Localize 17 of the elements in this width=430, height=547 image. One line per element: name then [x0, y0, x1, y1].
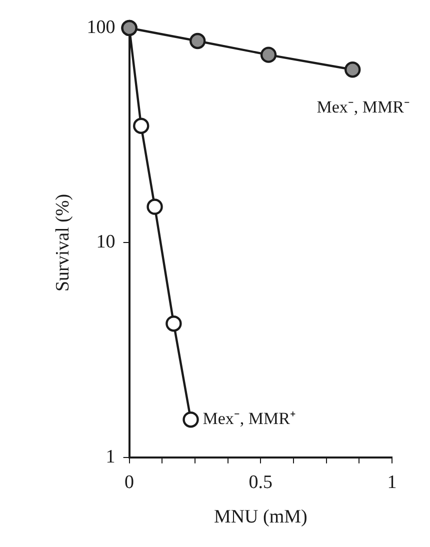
point	[260, 46, 277, 63]
y-tick-label: 100	[86, 16, 116, 38]
series-label: Mex⁻, MMR⁻	[316, 98, 410, 117]
point	[344, 62, 361, 78]
x-tick-label: 0	[124, 472, 134, 493]
point	[166, 315, 182, 332]
point	[182, 411, 199, 428]
point	[190, 32, 206, 50]
x-tick-label: 0.5	[248, 472, 273, 493]
series-label: Mex⁻, MMR⁺	[202, 409, 296, 428]
point	[146, 198, 163, 215]
point	[133, 118, 150, 134]
y-axis-title: Survival (%)	[52, 194, 74, 292]
x-tick-label: 1	[387, 472, 397, 493]
y-tick-label: 1	[106, 446, 116, 468]
x-axis-title: MNU (mM)	[214, 506, 308, 528]
y-tick-label: 10	[96, 232, 116, 253]
